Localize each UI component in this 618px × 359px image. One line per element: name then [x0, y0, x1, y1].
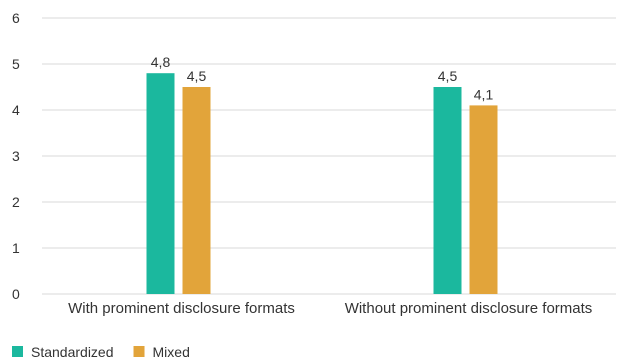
gridlines: [42, 17, 616, 295]
y-axis-ticks: 0 1 2 3 4 5 6: [12, 10, 20, 302]
y-tick-label: 1: [12, 240, 20, 256]
legend-label: Standardized: [31, 344, 114, 359]
x-axis-categories: With prominent disclosure formats Without…: [68, 300, 592, 317]
legend-swatch-standardized: [12, 346, 23, 357]
x-category-label: With prominent disclosure formats: [68, 300, 295, 317]
y-tick-label: 0: [12, 286, 20, 302]
legend: Standardized Mixed: [12, 344, 190, 359]
bar-standardized: [146, 73, 175, 294]
bar-mixed: [469, 105, 498, 295]
y-tick-label: 5: [12, 56, 20, 72]
y-tick-label: 2: [12, 194, 20, 210]
data-label: 4,5: [438, 68, 458, 84]
x-category-label: Without prominent disclosure formats: [345, 300, 593, 317]
data-labels: 4,8 4,5 4,5 4,1: [151, 54, 494, 102]
y-tick-label: 3: [12, 148, 20, 164]
bar-standardized: [433, 87, 462, 294]
data-label: 4,5: [187, 68, 207, 84]
legend-swatch-mixed: [133, 346, 145, 357]
y-tick-label: 6: [12, 10, 20, 26]
data-label: 4,1: [474, 86, 494, 102]
bars: [146, 73, 498, 295]
data-label: 4,8: [151, 54, 171, 70]
legend-label: Mixed: [153, 344, 190, 359]
bar-mixed: [182, 87, 211, 294]
y-tick-label: 4: [12, 102, 20, 118]
